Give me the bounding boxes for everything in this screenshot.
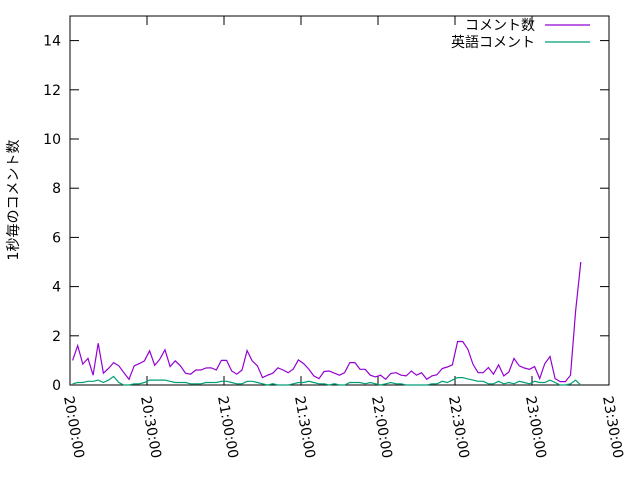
x-tick-label: 22:00:00 xyxy=(368,395,395,460)
y-tick-label: 4 xyxy=(52,280,61,296)
y-tick-label: 6 xyxy=(52,230,61,246)
x-tick-label: 21:30:00 xyxy=(291,395,318,460)
y-tick-label: 2 xyxy=(52,329,61,345)
legend-label: コメント数 xyxy=(465,18,535,34)
y-tick-label: 12 xyxy=(43,83,61,99)
series-lines xyxy=(72,261,582,386)
y-tick-label: 0 xyxy=(52,378,61,394)
plot-border xyxy=(69,15,610,386)
series-line-0 xyxy=(72,261,582,383)
y-tick-label: 8 xyxy=(52,181,61,197)
y-tick-label: 10 xyxy=(43,132,61,148)
x-tick-label: 21:00:00 xyxy=(214,395,241,460)
legend-label: 英語コメント xyxy=(451,34,535,51)
x-tick-label: 22:30:00 xyxy=(445,395,472,460)
series-line-1 xyxy=(72,375,582,386)
x-tick-label: 20:00:00 xyxy=(60,395,87,460)
x-tick-label: 20:30:00 xyxy=(137,395,164,460)
x-tick-label: 23:00:00 xyxy=(522,395,549,460)
x-tick-label: 23:30:00 xyxy=(599,395,626,460)
axes: 0 2 4 6 8 10 12 14 20:00:00 20:30:00 21:00:00 21:30… xyxy=(43,15,626,460)
y-axis-label: 1秒毎のコメント数 xyxy=(6,140,22,261)
y-tick-label: 14 xyxy=(43,34,61,50)
